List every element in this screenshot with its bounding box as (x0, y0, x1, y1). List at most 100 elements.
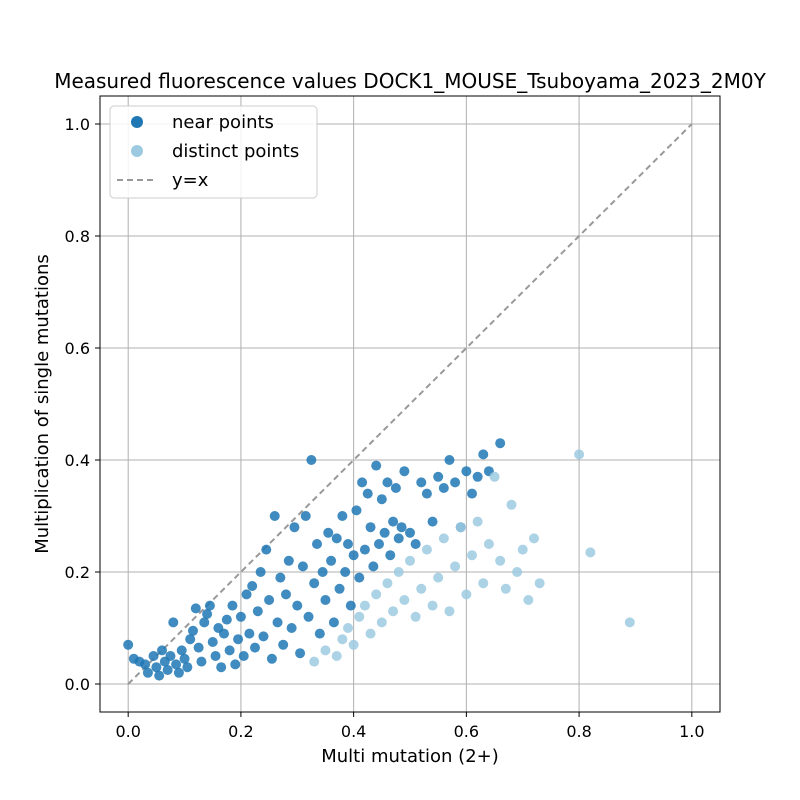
near-point (196, 656, 207, 667)
near-point (444, 455, 455, 465)
y-tick-label: 0.2 (65, 563, 90, 582)
distinct-point (512, 567, 523, 577)
near-point (365, 522, 376, 533)
near-point (289, 522, 300, 533)
distinct-point (529, 533, 539, 544)
x-tick-label: 0.8 (566, 722, 591, 741)
chart-title: Measured fluorescence values DOCK1_MOUSE… (54, 69, 766, 93)
distinct-point (500, 583, 511, 594)
near-point (255, 567, 266, 577)
near-point (258, 631, 269, 642)
near-point (343, 539, 353, 549)
x-tick-label: 0.2 (228, 722, 253, 741)
near-point (283, 555, 294, 566)
legend-label-near-points: near points (172, 112, 274, 133)
legend-label-reference-line: y=x (172, 170, 209, 191)
near-point (379, 527, 390, 538)
near-point (140, 659, 151, 670)
near-point (461, 466, 472, 477)
distinct-point (444, 606, 455, 617)
x-axis-label: Multi mutation (2+) (321, 746, 499, 767)
legend: near points distinct points y=x (109, 105, 318, 199)
distinct-points-series (309, 449, 635, 667)
distinct-point (461, 589, 472, 600)
near-point (314, 628, 325, 639)
near-point (472, 471, 483, 482)
distinct-point (455, 522, 466, 533)
near-point (221, 614, 232, 625)
near-point (202, 609, 213, 619)
near-point (331, 533, 342, 544)
reference-line-group (127, 123, 693, 685)
near-point (264, 595, 275, 605)
distinct-point (574, 449, 585, 460)
near-point (224, 645, 235, 656)
near-point (351, 505, 362, 516)
near-point (297, 561, 308, 572)
x-tick-label: 0.6 (454, 722, 479, 741)
near-point (382, 477, 393, 488)
distinct-point (354, 611, 365, 622)
near-point (421, 488, 432, 499)
near-point (247, 581, 258, 591)
distinct-point (337, 634, 348, 645)
distinct-point (467, 550, 477, 561)
distinct-point (438, 533, 449, 544)
near-point (467, 488, 477, 499)
near-point (252, 606, 263, 617)
near-point (427, 516, 438, 527)
near-point (193, 642, 204, 653)
near-point (179, 653, 190, 664)
near-point (204, 600, 215, 611)
near-point (312, 539, 322, 549)
near-point (176, 645, 187, 656)
distinct-point (371, 589, 382, 600)
distinct-point (399, 595, 410, 605)
near-point (388, 516, 399, 527)
distinct-point (410, 611, 421, 622)
near-point (348, 550, 359, 561)
near-point (359, 544, 370, 555)
near-point (354, 572, 365, 583)
legend-marker-near-points (131, 116, 143, 128)
near-point (340, 567, 351, 577)
distinct-point (331, 651, 342, 661)
near-point (450, 477, 461, 488)
near-point (210, 651, 221, 661)
near-point (416, 477, 427, 488)
distinct-point (359, 600, 370, 611)
near-point (173, 667, 184, 678)
near-point (230, 659, 241, 670)
near-point (317, 567, 328, 577)
x-tick-label: 0.0 (115, 722, 140, 741)
near-point (233, 634, 244, 645)
near-point (292, 600, 303, 611)
distinct-point (416, 583, 427, 594)
near-point (328, 617, 339, 628)
near-point (357, 477, 368, 488)
near-point (337, 511, 348, 521)
near-point (281, 589, 291, 600)
distinct-point (506, 499, 517, 510)
near-point (151, 662, 162, 673)
near-point (157, 645, 167, 656)
distinct-point (393, 567, 404, 577)
distinct-point (348, 639, 359, 650)
near-points-series (123, 438, 506, 681)
distinct-point (365, 628, 376, 639)
near-point (162, 665, 173, 675)
near-point (168, 617, 179, 628)
distinct-point (421, 544, 432, 555)
distinct-point (472, 516, 483, 527)
near-point (286, 623, 297, 633)
near-point (405, 527, 415, 538)
near-point (185, 634, 196, 645)
near-point (410, 539, 421, 549)
distinct-point (489, 471, 500, 482)
near-point (148, 651, 159, 661)
distinct-point (376, 617, 387, 628)
plot-frame (99, 95, 721, 713)
legend-label-distinct-points: distinct points (172, 141, 299, 162)
near-point (190, 603, 201, 614)
y-tick-label: 0.0 (65, 675, 90, 694)
